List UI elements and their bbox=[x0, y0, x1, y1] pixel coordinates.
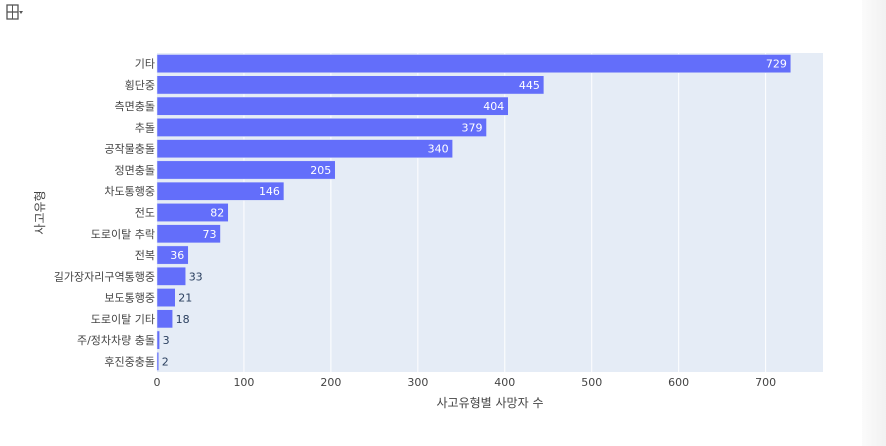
y-tick-label: 정면충돌 bbox=[115, 164, 155, 177]
bar-value-label: 33 bbox=[189, 270, 203, 283]
x-tick-label: 300 bbox=[407, 376, 428, 389]
bar[interactable] bbox=[156, 266, 186, 286]
y-tick-label: 추돌 bbox=[135, 121, 155, 134]
y-tick-label: 보도통행중 bbox=[104, 292, 155, 305]
x-axis-ticks: 0 100 200 300 400 500 600 700 bbox=[154, 376, 777, 389]
x-tick-label: 700 bbox=[755, 376, 776, 389]
bar-value-label: 146 bbox=[259, 185, 280, 198]
x-tick-label: 400 bbox=[494, 376, 515, 389]
x-tick-label: 100 bbox=[233, 376, 254, 389]
bar[interactable] bbox=[156, 288, 176, 307]
bar-value-label: 729 bbox=[766, 58, 787, 71]
bar[interactable] bbox=[156, 118, 487, 137]
bar-value-label: 36 bbox=[170, 249, 184, 262]
y-tick-label: 도로이탈 기타 bbox=[91, 313, 155, 326]
bar[interactable] bbox=[156, 203, 229, 222]
bar-value-label: 21 bbox=[178, 292, 192, 305]
y-tick-label: 주/정차차량 충돌 bbox=[77, 334, 155, 347]
toggle-spike-lines-icon[interactable] bbox=[4, 2, 24, 22]
bar-value-label: 2 bbox=[162, 355, 169, 368]
x-tick-label: 200 bbox=[320, 376, 341, 389]
bar-value-label: 340 bbox=[428, 143, 449, 156]
bar-value-label: 18 bbox=[176, 313, 190, 326]
bar[interactable] bbox=[156, 160, 336, 180]
x-tick-label: 500 bbox=[581, 376, 602, 389]
y-tick-label: 공작물충돌 bbox=[104, 143, 155, 156]
bar-value-label: 445 bbox=[519, 79, 540, 92]
y-axis-title: 사고유형 bbox=[33, 190, 47, 234]
x-tick-label: 600 bbox=[668, 376, 689, 389]
y-tick-label: 차도통행중 bbox=[104, 185, 155, 198]
bar[interactable] bbox=[156, 309, 173, 329]
y-tick-label: 후진중충돌 bbox=[104, 355, 155, 368]
bar-value-label: 379 bbox=[462, 121, 483, 134]
y-tick-label: 기타 bbox=[135, 58, 155, 71]
y-tick-label: 측면충돌 bbox=[115, 100, 155, 113]
x-tick-label: 0 bbox=[154, 376, 161, 389]
bar[interactable] bbox=[156, 224, 221, 244]
x-axis-title: 사고유형별 사망자 수 bbox=[437, 396, 544, 410]
y-tick-label: 전복 bbox=[135, 249, 155, 262]
bar[interactable] bbox=[156, 351, 159, 371]
bar[interactable] bbox=[156, 75, 545, 95]
bar-value-label: 404 bbox=[483, 100, 504, 113]
bar[interactable] bbox=[156, 330, 160, 350]
bar[interactable] bbox=[156, 139, 453, 159]
y-tick-label: 전도 bbox=[135, 207, 155, 220]
bar[interactable] bbox=[156, 54, 792, 74]
page-edge-strip bbox=[862, 0, 886, 446]
bar-value-label: 205 bbox=[310, 164, 331, 177]
bar[interactable] bbox=[156, 181, 285, 201]
y-tick-label: 도로이탈 추락 bbox=[91, 228, 155, 241]
bar-value-label: 82 bbox=[210, 207, 224, 220]
y-tick-label: 횡단중 bbox=[125, 79, 155, 92]
bar-value-label: 3 bbox=[163, 334, 170, 347]
bar-value-label: 73 bbox=[202, 228, 216, 241]
bar[interactable] bbox=[156, 245, 189, 265]
y-tick-label: 길가장자리구역통행중 bbox=[54, 270, 155, 283]
bar[interactable] bbox=[156, 96, 509, 116]
